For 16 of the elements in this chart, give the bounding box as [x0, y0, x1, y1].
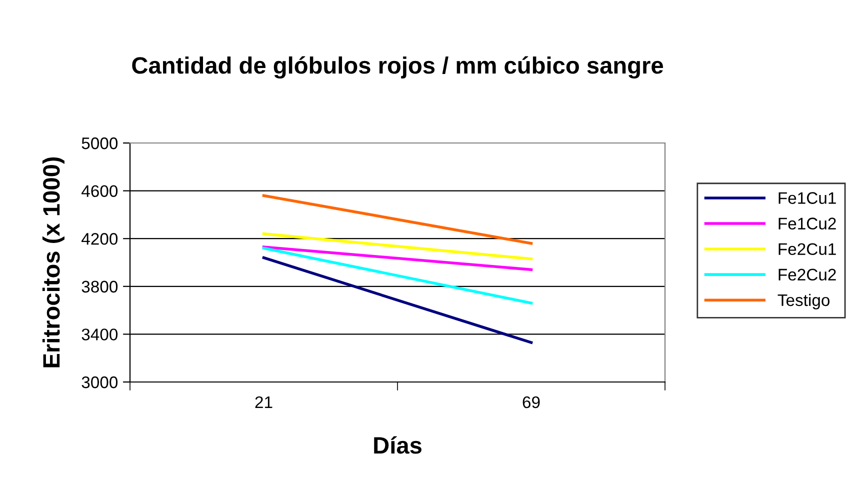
x-tick-label: 21 [255, 396, 272, 408]
chart-title: Cantidad de glóbulos rojos / mm cúbico sangre [132, 56, 664, 79]
x-tick-label: 69 [522, 396, 540, 408]
y-tick-label: 4200 [82, 233, 118, 245]
legend-label: Fe1Cu1 [778, 192, 836, 204]
y-tick-label: 3400 [82, 328, 118, 340]
legend-label: Testigo [778, 294, 830, 310]
y-tick-label: 5000 [82, 137, 118, 150]
legend-label: Fe1Cu2 [778, 218, 836, 230]
y-tick-label: 4600 [82, 185, 118, 198]
x-axis-title: Días [374, 436, 422, 454]
legend-label: Fe2Cu2 [778, 268, 836, 281]
y-tick-label: 3800 [82, 280, 118, 293]
y-axis-title: Eritrocitos (x 1000) [42, 157, 64, 368]
y-tick-label: 3000 [82, 376, 118, 388]
legend-label: Fe2Cu1 [778, 243, 836, 256]
